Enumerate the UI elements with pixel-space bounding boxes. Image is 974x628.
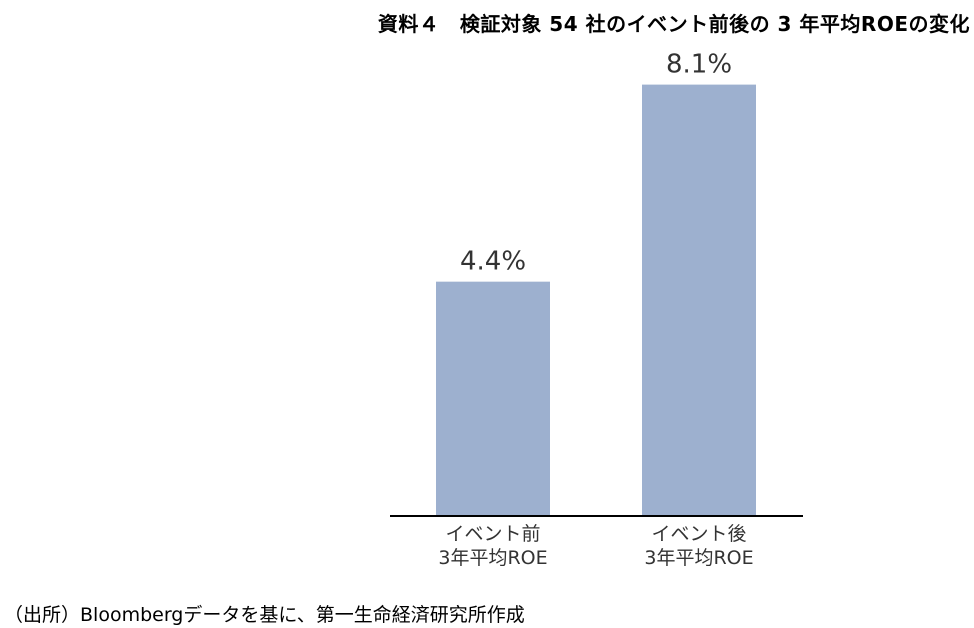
category-label-2-line-2: 3年平均ROE [644,547,753,569]
data-label-1: 4.4% [460,247,526,277]
bar-2 [642,84,756,516]
data-label-2: 8.1% [666,50,732,80]
category-label-2-line-1: イベント後 [651,523,746,545]
source-note: （出所）Bloombergデータを基に、第一生命経済研究所作成 [4,604,525,626]
category-label-1-line-1: イベント前 [445,523,540,545]
category-label-1-line-2: 3年平均ROE [438,547,547,569]
bar-1 [436,281,550,516]
chart-title: 資料４ 検証対象 54 社のイベント前後の 3 年平均ROEの変化 [377,12,970,36]
